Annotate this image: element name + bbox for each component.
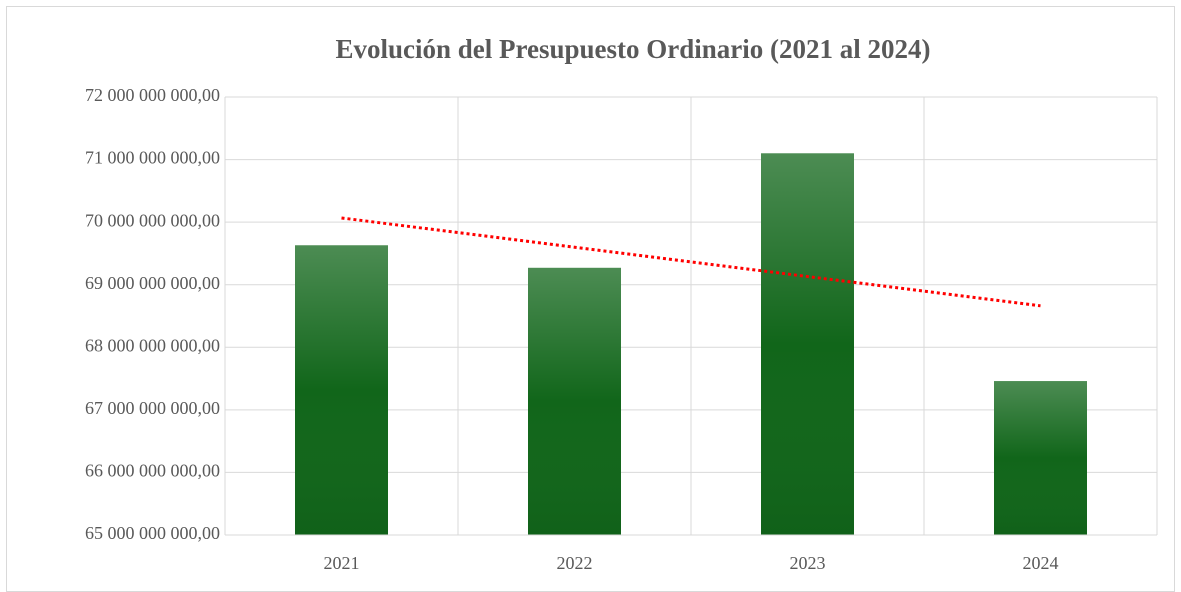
bar-shine: [994, 381, 1087, 535]
bar-shine: [528, 267, 621, 535]
y-tick-label: 69 000 000 000,00: [85, 273, 220, 293]
bar-shine: [295, 245, 388, 535]
y-tick-label: 70 000 000 000,00: [85, 210, 220, 230]
x-tick-label: 2022: [557, 553, 593, 573]
y-tick-label: 65 000 000 000,00: [85, 523, 220, 543]
y-tick-label: 66 000 000 000,00: [85, 461, 220, 481]
y-tick-label: 68 000 000 000,00: [85, 335, 220, 355]
chart-title: Evolución del Presupuesto Ordinario (202…: [335, 34, 930, 64]
y-tick-label: 71 000 000 000,00: [85, 148, 220, 168]
x-tick-label: 2024: [1023, 553, 1059, 573]
y-tick-label: 67 000 000 000,00: [85, 398, 220, 418]
bar-shine: [761, 153, 854, 536]
y-tick-label: 72 000 000 000,00: [85, 85, 220, 105]
x-tick-label: 2023: [790, 553, 826, 573]
x-tick-label: 2021: [324, 553, 360, 573]
